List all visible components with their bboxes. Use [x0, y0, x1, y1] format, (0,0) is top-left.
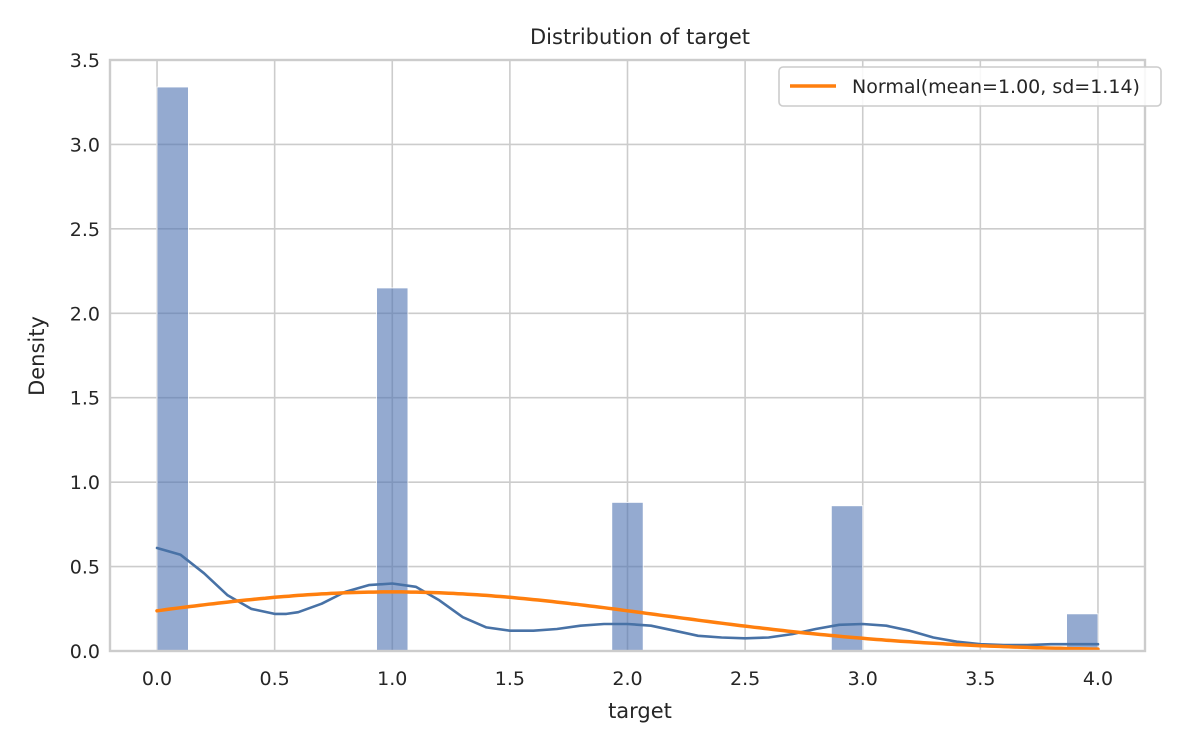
y-tick-label: 1.5: [70, 388, 100, 410]
legend: Normal(mean=1.00, sd=1.14): [778, 66, 1162, 107]
y-tick-label: 3.0: [70, 134, 100, 156]
x-tick-label: 3.5: [965, 668, 995, 690]
y-tick-label: 0.0: [70, 641, 100, 663]
legend-box: [778, 66, 1162, 107]
histogram-bar: [376, 287, 409, 652]
density-lines: [155, 546, 1100, 651]
histogram-bar: [156, 86, 189, 652]
histogram-bar: [611, 502, 644, 652]
legend-normal-label: Normal(mean=1.00, sd=1.14): [852, 76, 1140, 98]
y-tick-label: 1.0: [70, 472, 100, 494]
x-tick-label: 4.0: [1083, 668, 1113, 690]
x-tick-label: 1.0: [377, 668, 407, 690]
x-tick-label: 2.0: [612, 668, 642, 690]
x-tick-label: 0.5: [260, 668, 290, 690]
y-tick-label: 0.5: [70, 557, 100, 579]
x-tick-label: 1.5: [495, 668, 525, 690]
plot-frame: [108, 58, 1147, 653]
normal-fit-line: [155, 590, 1100, 651]
y-tick-label: 2.5: [70, 219, 100, 241]
y-tick-label: 2.0: [70, 303, 100, 325]
kde-line: [155, 546, 1100, 647]
histogram-bar: [830, 505, 864, 652]
x-tick-label: 3.0: [848, 668, 878, 690]
y-axis-label: Density: [25, 316, 49, 396]
chart-title: Distribution of target: [530, 25, 750, 49]
x-tick-label: 0.0: [142, 668, 172, 690]
y-tick-label: 3.5: [70, 50, 100, 72]
x-tick-label: 2.5: [730, 668, 760, 690]
x-axis-label: target: [608, 699, 672, 723]
x-tick-labels: 0.0 0.5 1.0 1.5 2.0 2.5 3.0 3.5 4.0: [142, 668, 1113, 690]
y-tick-labels: 0.0 0.5 1.0 1.5 2.0 2.5 3.0 3.5: [70, 50, 100, 663]
